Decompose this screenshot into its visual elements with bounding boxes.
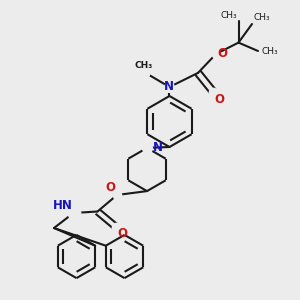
Text: O: O: [217, 47, 227, 60]
Text: HN: HN: [53, 199, 73, 212]
Text: CH₃: CH₃: [135, 61, 153, 70]
Text: CH₃: CH₃: [254, 14, 270, 22]
Text: N: N: [164, 80, 174, 94]
Text: O: O: [214, 93, 224, 106]
Text: O: O: [117, 227, 127, 240]
Text: N: N: [153, 141, 163, 154]
Text: O: O: [106, 181, 116, 194]
Text: CH₃: CH₃: [261, 46, 278, 56]
Text: CH₃: CH₃: [220, 11, 237, 20]
